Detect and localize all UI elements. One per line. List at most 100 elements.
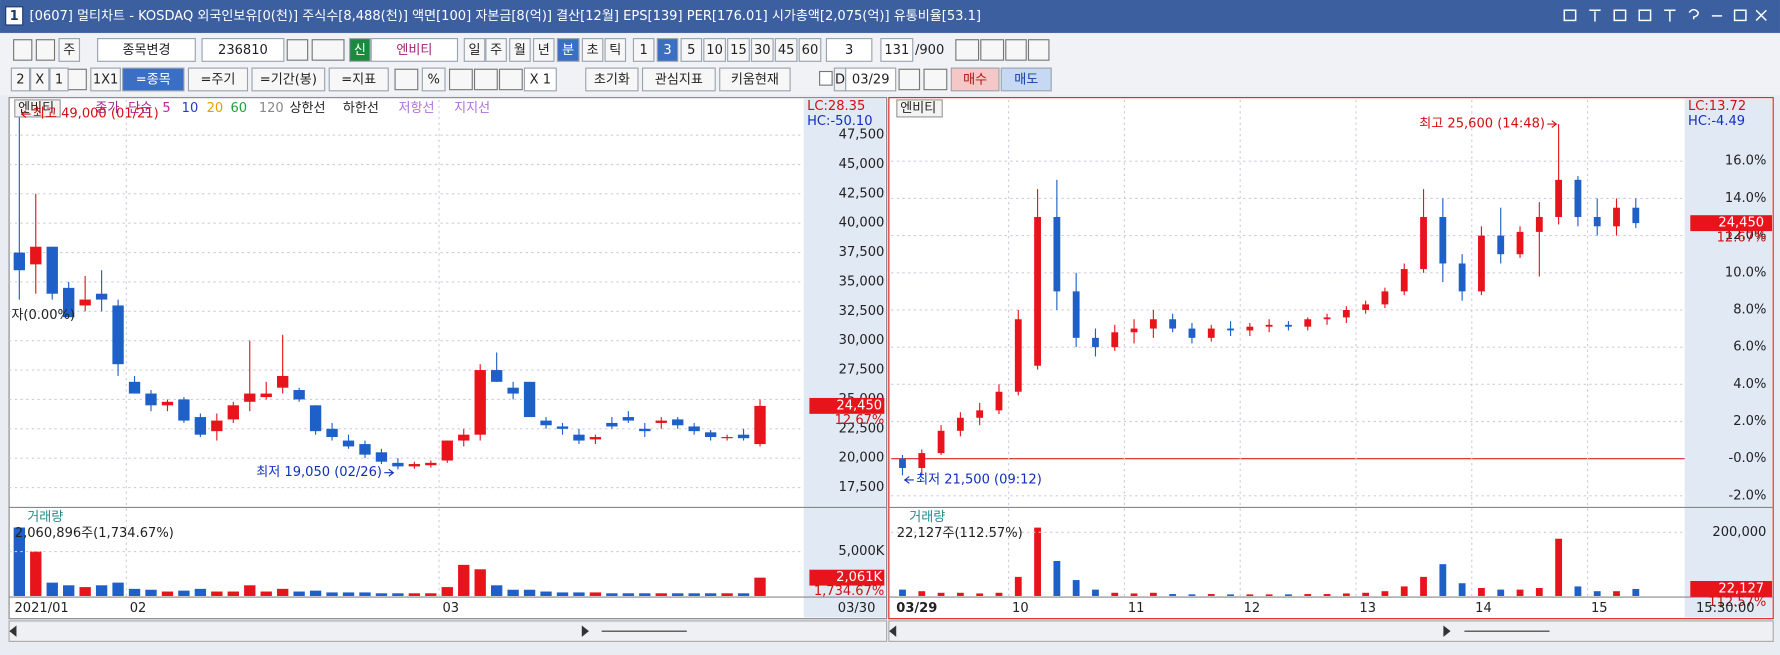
- button[interactable]: [680, 38, 703, 62]
- volume-bar: [556, 592, 569, 596]
- button-label: X: [35, 73, 44, 88]
- button[interactable]: [845, 67, 897, 92]
- button[interactable]: [97, 38, 196, 62]
- button[interactable]: [950, 67, 1000, 92]
- button[interactable]: [509, 38, 531, 62]
- button[interactable]: [58, 38, 81, 62]
- volume-bar: [30, 551, 42, 596]
- scroll-arrows[interactable]: [9, 625, 1550, 637]
- button[interactable]: [632, 38, 655, 62]
- volume-bar: [1111, 592, 1119, 596]
- button[interactable]: [880, 38, 914, 62]
- button[interactable]: [798, 38, 822, 62]
- candle-body: [244, 393, 256, 402]
- button[interactable]: [328, 67, 389, 92]
- button[interactable]: [30, 67, 50, 92]
- volume-summary: 22,127주(112.57%): [897, 526, 1023, 541]
- x-tick-label: 2021/01: [14, 601, 68, 616]
- candle-body: [1053, 217, 1061, 292]
- button[interactable]: [532, 38, 555, 62]
- y-tick-label: 30,000: [839, 333, 885, 348]
- button[interactable]: [201, 38, 285, 62]
- candle-body: [1478, 235, 1485, 292]
- legend-item: 단순: [128, 101, 152, 116]
- volume-bar: [523, 589, 536, 596]
- button[interactable]: [10, 67, 31, 92]
- button[interactable]: [349, 38, 371, 62]
- button[interactable]: [656, 38, 679, 62]
- volume-bar: [956, 592, 964, 596]
- volume-bar: [1285, 594, 1292, 596]
- candle-body: [458, 434, 470, 441]
- candle-body: [1130, 328, 1138, 333]
- button[interactable]: [421, 67, 446, 92]
- volume-bar: [326, 592, 338, 596]
- scrollbar[interactable]: [8, 620, 888, 642]
- volume-bar: [1169, 594, 1177, 596]
- button[interactable]: [463, 38, 486, 62]
- volume-bar: [573, 592, 585, 596]
- button[interactable]: [581, 38, 604, 62]
- volume-bar: [95, 585, 108, 596]
- button[interactable]: [703, 38, 726, 62]
- y-tick-label: 16.0%: [1725, 154, 1766, 169]
- volume-bar: [1207, 594, 1215, 596]
- candle-body: [1516, 231, 1524, 255]
- button[interactable]: [523, 67, 557, 92]
- x-tick-label: 15: [1591, 601, 1608, 616]
- x-tick-label: 03/29: [896, 601, 937, 616]
- volume-bar: [211, 591, 223, 596]
- volume-bar: [589, 592, 602, 596]
- button[interactable]: [585, 67, 639, 92]
- volume-bar: [1381, 591, 1389, 596]
- candle-body: [976, 410, 984, 418]
- volume-bar: [1227, 594, 1234, 596]
- y-tick-label: 20,000: [839, 451, 885, 466]
- candle-body: [1285, 324, 1292, 327]
- candle-body: [211, 420, 223, 432]
- candle-body: [1342, 309, 1350, 318]
- candle-body: [556, 426, 569, 429]
- button[interactable]: [719, 67, 791, 92]
- title-icons[interactable]: [1563, 8, 1767, 22]
- volume-bar: [227, 591, 239, 596]
- button[interactable]: [604, 38, 627, 62]
- y-tick-label: 6.0%: [1733, 340, 1766, 355]
- button[interactable]: [825, 38, 873, 62]
- button-label: 엔비티: [396, 43, 432, 58]
- volume-bar: [474, 569, 486, 596]
- button[interactable]: [122, 67, 185, 92]
- low-label: 최저 19,050 (02/26): [256, 465, 382, 480]
- button-label: 1: [640, 43, 648, 58]
- candle-body: [79, 299, 91, 306]
- button[interactable]: [370, 38, 459, 62]
- button-label: 주: [63, 43, 75, 58]
- button[interactable]: [485, 38, 507, 62]
- button[interactable]: [556, 38, 580, 62]
- volume-bar: [754, 577, 766, 596]
- volume-box: [809, 569, 885, 586]
- button[interactable]: [187, 67, 249, 92]
- button[interactable]: [90, 67, 121, 92]
- button[interactable]: [774, 38, 798, 62]
- button[interactable]: [251, 67, 326, 92]
- candle-body: [1111, 332, 1119, 348]
- button-label: 45: [778, 43, 795, 58]
- candle-body: [1535, 217, 1543, 232]
- button[interactable]: [641, 67, 716, 92]
- scrollbar[interactable]: [888, 620, 1774, 642]
- button[interactable]: [49, 67, 69, 92]
- candle-body: [1227, 328, 1234, 331]
- button[interactable]: [727, 38, 750, 62]
- button-label: 관심지표: [655, 73, 703, 88]
- x-tick-label: 13: [1359, 601, 1376, 616]
- price-box: [1690, 215, 1773, 232]
- button[interactable]: [750, 38, 774, 62]
- volume-bar: [293, 591, 305, 596]
- y-tick-label: 47,500: [839, 128, 885, 143]
- arrow: [20, 110, 31, 118]
- button[interactable]: [1000, 67, 1052, 92]
- volume-bar: [1497, 589, 1505, 596]
- candle-body: [277, 375, 289, 388]
- button-label: 03/29: [852, 73, 890, 88]
